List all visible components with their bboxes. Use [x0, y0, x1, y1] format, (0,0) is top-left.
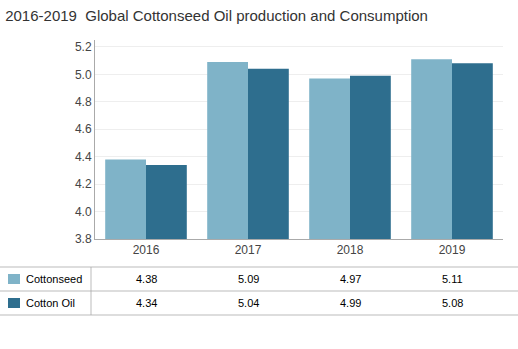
svg-text:Cotton Oil: Cotton Oil	[26, 297, 75, 309]
svg-text:4.2: 4.2	[75, 177, 92, 191]
svg-text:4.4: 4.4	[75, 150, 92, 164]
svg-text:4.8: 4.8	[75, 95, 92, 109]
svg-text:4.34: 4.34	[136, 297, 157, 309]
svg-text:2016-2019 Global Cottonseed O: 2016-2019 Global Cottonseed Oil producti…	[5, 7, 428, 24]
svg-text:4.97: 4.97	[340, 273, 361, 285]
svg-text:4.38: 4.38	[136, 273, 157, 285]
svg-text:5.11: 5.11	[442, 273, 463, 285]
svg-text:Cottonseed: Cottonseed	[26, 273, 82, 285]
svg-text:2018: 2018	[337, 243, 364, 257]
svg-text:2017: 2017	[235, 243, 262, 257]
svg-text:5.0: 5.0	[75, 68, 92, 82]
svg-text:5.2: 5.2	[75, 40, 92, 54]
svg-text:5.08: 5.08	[442, 297, 463, 309]
svg-text:4.6: 4.6	[75, 122, 92, 136]
svg-text:5.09: 5.09	[238, 273, 259, 285]
svg-text:3.8: 3.8	[75, 232, 92, 246]
svg-text:4.99: 4.99	[340, 297, 361, 309]
svg-text:2019: 2019	[439, 243, 466, 257]
svg-text:4.0: 4.0	[75, 205, 92, 219]
svg-text:2016: 2016	[133, 243, 160, 257]
svg-text:5.04: 5.04	[238, 297, 259, 309]
